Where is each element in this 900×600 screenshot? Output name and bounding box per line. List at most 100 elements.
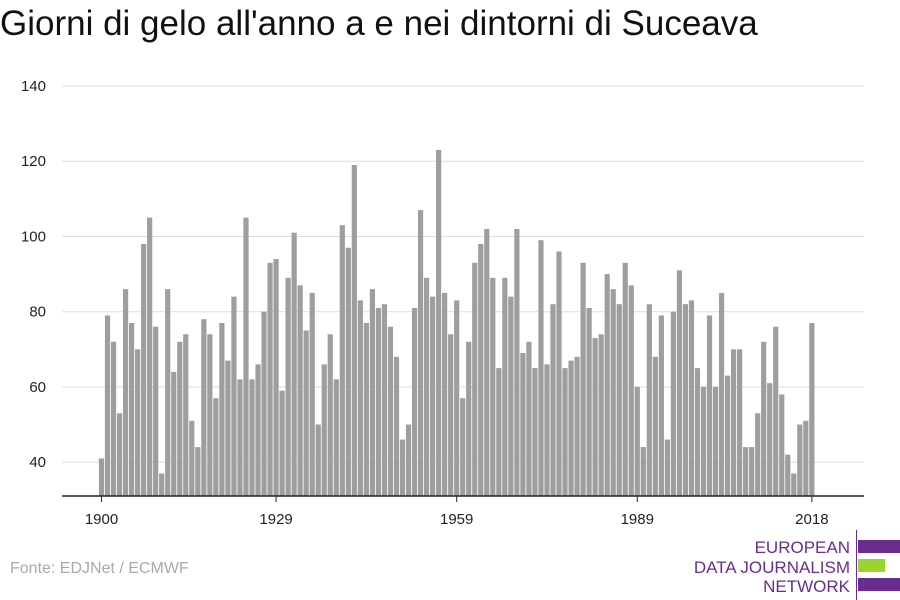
bar-1920[interactable] [219, 322, 225, 496]
bar-1990[interactable] [640, 447, 646, 496]
bar-1918[interactable] [207, 334, 213, 496]
bar-2004[interactable] [724, 375, 731, 496]
bar-1982[interactable] [592, 338, 598, 496]
bar-1914[interactable] [183, 334, 189, 496]
bar-1953[interactable] [417, 210, 424, 496]
bar-1901[interactable] [104, 315, 111, 496]
bar-1983[interactable] [598, 334, 604, 496]
bar-1997[interactable] [682, 304, 689, 496]
bar-1939[interactable] [333, 379, 339, 496]
bar-1978[interactable] [568, 360, 574, 496]
bar-1906[interactable] [135, 349, 141, 496]
bar-2001[interactable] [706, 315, 713, 496]
bar-2014[interactable] [785, 454, 791, 496]
bar-1943[interactable] [357, 300, 363, 496]
bar-1945[interactable] [369, 289, 375, 496]
bar-1937[interactable] [321, 364, 327, 496]
bar-1902[interactable] [110, 341, 117, 496]
bar-1917[interactable] [201, 319, 207, 496]
bar-1938[interactable] [327, 334, 333, 496]
bar-1910[interactable] [159, 473, 165, 496]
bar-1984[interactable] [604, 274, 610, 496]
bar-1926[interactable] [255, 364, 261, 496]
bar-2007[interactable] [743, 447, 749, 496]
bar-1956[interactable] [436, 149, 442, 496]
bar-1949[interactable] [393, 356, 400, 496]
bar-1935[interactable] [309, 292, 315, 496]
bar-1957[interactable] [442, 292, 448, 496]
bar-2016[interactable] [797, 424, 803, 496]
bar-2017[interactable] [803, 420, 809, 496]
bar-1962[interactable] [472, 262, 478, 496]
bar-1921[interactable] [225, 360, 231, 496]
bar-2000[interactable] [700, 386, 707, 496]
bar-1911[interactable] [165, 289, 171, 496]
bar-1925[interactable] [249, 379, 255, 496]
bar-1941[interactable] [345, 247, 351, 496]
bar-1932[interactable] [291, 232, 297, 496]
bar-1929[interactable] [273, 259, 279, 496]
bar-1928[interactable] [267, 262, 273, 496]
bar-1912[interactable] [171, 371, 177, 496]
bar-1971[interactable] [526, 341, 532, 496]
bar-1964[interactable] [484, 228, 490, 496]
bar-2015[interactable] [791, 473, 797, 496]
bar-1985[interactable] [610, 289, 616, 496]
bar-1992[interactable] [652, 356, 658, 496]
bar-1970[interactable] [520, 353, 526, 496]
bar-2005[interactable] [731, 349, 737, 496]
bar-1991[interactable] [646, 304, 652, 496]
bar-1989[interactable] [634, 386, 640, 496]
bar-1952[interactable] [411, 307, 418, 496]
bar-1976[interactable] [556, 251, 562, 497]
bar-1944[interactable] [363, 322, 369, 496]
bar-1988[interactable] [628, 285, 634, 496]
bar-1996[interactable] [676, 270, 683, 496]
bar-1986[interactable] [616, 304, 622, 496]
bar-1999[interactable] [694, 368, 701, 496]
bar-1974[interactable] [544, 364, 550, 496]
bar-1905[interactable] [129, 322, 135, 496]
bar-2002[interactable] [712, 386, 719, 496]
edjnet-logo[interactable]: EUROPEAN DATA JOURNALISM NETWORK [694, 530, 900, 600]
bar-2010[interactable] [761, 341, 767, 496]
bar-1968[interactable] [508, 296, 514, 496]
bar-1924[interactable] [243, 217, 249, 496]
bar-1930[interactable] [279, 390, 285, 496]
bar-1994[interactable] [664, 439, 670, 496]
bar-1919[interactable] [213, 398, 219, 496]
bar-1972[interactable] [532, 368, 538, 496]
bar-1977[interactable] [562, 368, 568, 496]
bar-1955[interactable] [430, 296, 436, 496]
bar-1975[interactable] [550, 304, 556, 496]
bar-2009[interactable] [755, 413, 761, 496]
bar-1979[interactable] [574, 356, 580, 496]
bar-1980[interactable] [580, 262, 586, 496]
bar-1963[interactable] [478, 243, 484, 496]
bar-1904[interactable] [122, 289, 129, 496]
bar-1900[interactable] [98, 458, 105, 496]
bar-2003[interactable] [718, 292, 725, 496]
bar-2018[interactable] [809, 322, 815, 496]
bar-1908[interactable] [147, 217, 153, 496]
bar-1959[interactable] [454, 300, 460, 496]
bar-1981[interactable] [586, 307, 592, 496]
bar-1913[interactable] [177, 341, 183, 496]
bar-1923[interactable] [237, 379, 243, 496]
bar-1946[interactable] [375, 307, 382, 496]
bar-1927[interactable] [261, 311, 267, 496]
bar-1907[interactable] [141, 243, 147, 496]
bar-1958[interactable] [448, 334, 454, 496]
bar-1903[interactable] [116, 413, 123, 496]
bar-1966[interactable] [496, 368, 502, 496]
bar-1947[interactable] [381, 304, 388, 496]
bar-1965[interactable] [490, 277, 496, 496]
bar-1936[interactable] [315, 424, 321, 496]
bar-1993[interactable] [658, 315, 664, 496]
bar-1916[interactable] [195, 447, 201, 496]
bar-2006[interactable] [737, 349, 743, 496]
bar-1948[interactable] [387, 326, 394, 496]
bar-1915[interactable] [189, 420, 195, 496]
bar-1951[interactable] [405, 424, 412, 496]
bar-1940[interactable] [339, 225, 345, 497]
